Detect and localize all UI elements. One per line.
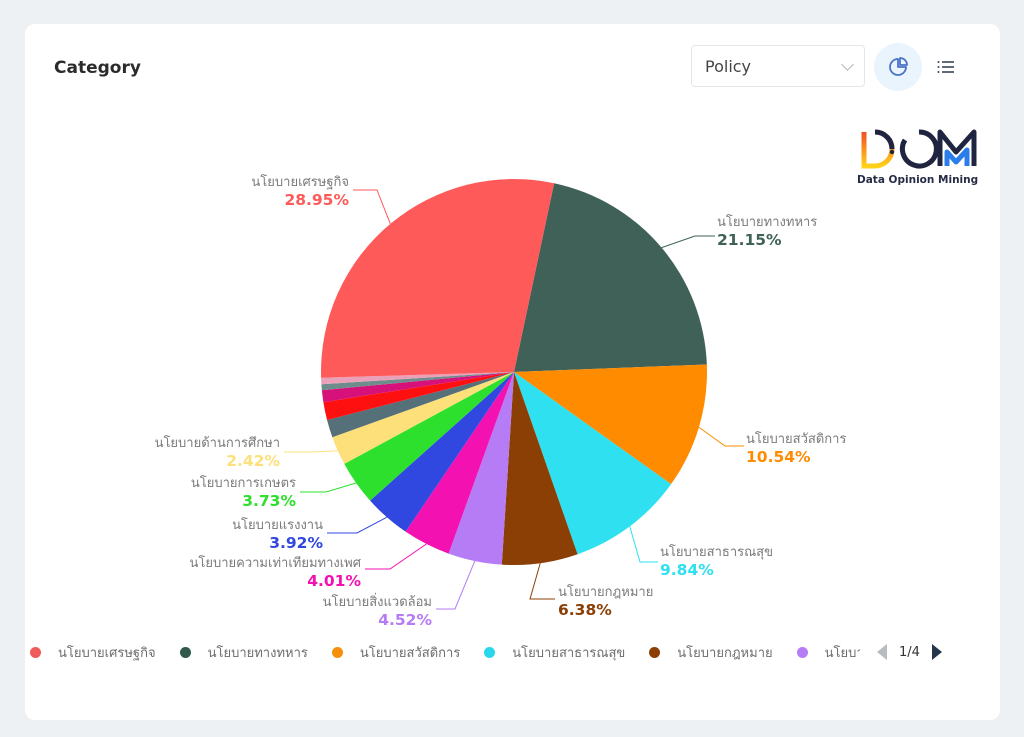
legend-dot-icon xyxy=(649,647,661,658)
legend-dot-icon xyxy=(331,647,343,658)
slice-label-name: นโยบายสาธารณสุข xyxy=(660,544,773,560)
slice-label-name: นโยบายแรงงาน xyxy=(232,517,323,533)
list-view-button[interactable] xyxy=(931,52,961,82)
pie-slice-2[interactable] xyxy=(514,372,672,555)
legend-dot-icon xyxy=(796,647,808,658)
slice-label-name: นโยบายความเท่าเทียมทางเพศ xyxy=(189,555,361,571)
slice-label-percent: 3.92% xyxy=(269,534,323,552)
dom-logo: Data Opinion Mining xyxy=(857,126,985,192)
dom-logo-mark xyxy=(861,129,977,169)
next-page-icon[interactable] xyxy=(931,644,942,660)
category-select[interactable]: Policy xyxy=(691,45,865,87)
slice-label-percent: 2.42% xyxy=(226,452,280,470)
leader-line xyxy=(698,426,744,447)
legend-label: นโยบายสวัสดิการ xyxy=(359,646,461,661)
slice-label-percent: 21.15% xyxy=(717,231,782,249)
pie-slice-0[interactable] xyxy=(514,183,707,372)
slice-label-percent: 28.95% xyxy=(284,191,349,209)
slice-label-name: นโยบายเศรษฐกิจ xyxy=(251,174,349,190)
leader-line xyxy=(661,235,715,249)
legend-label: นโยบายสิ่งแวดล้อม xyxy=(824,646,860,661)
pie-slice-4[interactable] xyxy=(448,372,514,565)
slice-label-name: นโยบายการเกษตร xyxy=(191,475,296,491)
leader-line xyxy=(284,450,338,453)
list-icon xyxy=(937,61,954,73)
leader-line xyxy=(629,526,658,563)
prev-page-icon[interactable] xyxy=(877,644,887,660)
pie-slice-3[interactable] xyxy=(501,372,578,565)
leader-line xyxy=(300,482,357,493)
slice-label-name: นโยบายสิ่งแวดล้อม xyxy=(323,593,432,610)
legend-item[interactable]: นโยบายเศรษฐกิจ xyxy=(30,642,156,662)
select-value: Policy xyxy=(705,57,752,76)
pie-slice-14[interactable] xyxy=(320,178,555,378)
pie-slice-unlabeled-10[interactable] xyxy=(323,372,514,420)
legend-label: นโยบายกฎหมาย xyxy=(677,646,773,661)
legend-dot-icon xyxy=(179,647,191,658)
category-card: Category Policy xyxy=(25,24,1000,720)
card-title: Category xyxy=(54,58,141,78)
pie-slice-unlabeled-11[interactable] xyxy=(321,372,514,403)
leader-line xyxy=(327,516,388,534)
pie-slices xyxy=(320,178,707,565)
leader-line xyxy=(353,189,391,225)
slice-label-name: นโยบายสวัสดิการ xyxy=(746,431,846,447)
legend-dot-icon xyxy=(484,647,496,658)
pie-slice-unlabeled-13[interactable] xyxy=(321,372,514,385)
slice-label-name: นโยบายด้านการศึกษา xyxy=(155,435,280,451)
slice-label-percent: 9.84% xyxy=(660,561,714,579)
logo-caption: Data Opinion Mining xyxy=(857,174,979,186)
leader-line xyxy=(436,560,476,610)
legend-label: นโยบายเศรษฐกิจ xyxy=(58,646,156,661)
legend-label: นโยบายทางทหาร xyxy=(207,646,308,661)
slice-label-percent: 4.52% xyxy=(378,611,432,629)
legend-pager: 1/4 xyxy=(877,644,942,660)
pie-slice-unlabeled-12[interactable] xyxy=(321,372,514,391)
legend-item[interactable]: นโยบายสิ่งแวดล้อม xyxy=(796,642,860,662)
legend-label: นโยบายสาธารณสุข xyxy=(512,646,626,661)
legend-item[interactable]: นโยบายกฎหมาย xyxy=(649,642,773,662)
slice-label-name: นโยบายกฎหมาย xyxy=(558,584,653,600)
legend-page-indicator: 1/4 xyxy=(899,644,920,660)
pie-slice-8[interactable] xyxy=(332,372,514,464)
slice-label-percent: 10.54% xyxy=(746,448,811,466)
pie-slice-5[interactable] xyxy=(405,372,514,554)
pie-slice-7[interactable] xyxy=(344,372,514,501)
chart-legend: นโยบายเศรษฐกิจ นโยบายทางทหาร นโยบายสวัสดิก… xyxy=(30,642,860,662)
leader-line xyxy=(529,563,555,600)
slice-label-name: นโยบายทางทหาร xyxy=(717,214,817,230)
slice-label-percent: 4.01% xyxy=(307,572,361,590)
legend-item[interactable]: นโยบายทางทหาร xyxy=(179,642,308,662)
legend-item[interactable]: นโยบายสวัสดิการ xyxy=(331,642,461,662)
legend-item[interactable]: นโยบายสาธารณสุข xyxy=(484,642,625,662)
slice-label-percent: 6.38% xyxy=(558,601,612,619)
pie-view-button[interactable] xyxy=(874,43,922,91)
leader-line xyxy=(365,543,427,570)
pie-slice-6[interactable] xyxy=(370,372,514,532)
leader-lines xyxy=(284,189,744,610)
pie-slice-unlabeled-9[interactable] xyxy=(327,372,514,438)
legend-dot-icon xyxy=(30,647,41,658)
slice-label-percent: 3.73% xyxy=(242,492,296,510)
pie-chart-icon xyxy=(889,57,908,76)
pie-slice-1[interactable] xyxy=(514,364,707,485)
